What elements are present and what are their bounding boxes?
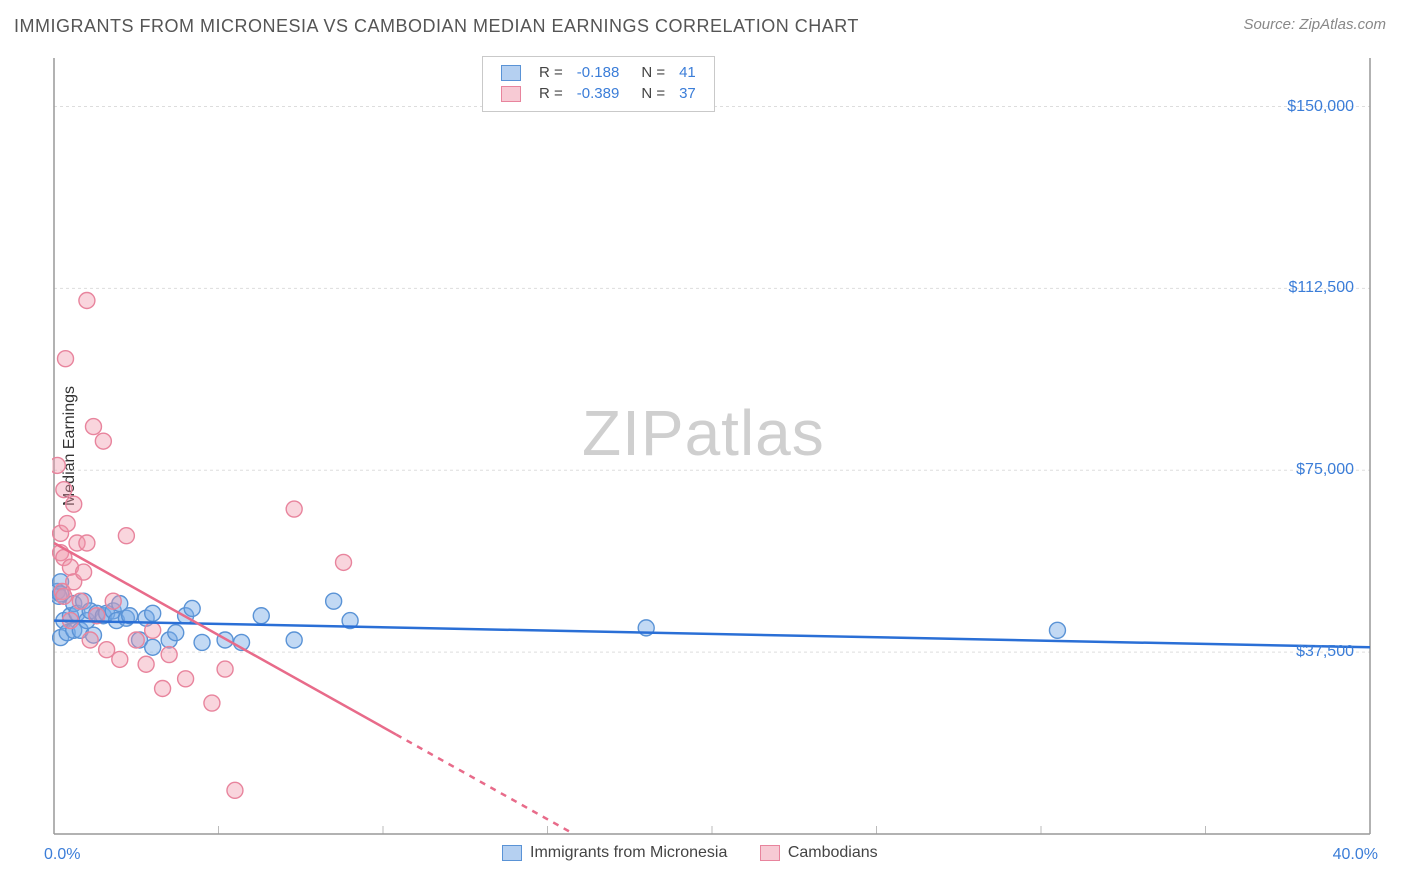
correlation-legend: R = -0.188 N = 41 R = -0.389 N = 37 bbox=[482, 56, 715, 112]
r-label: R = bbox=[539, 85, 563, 102]
n-value-micronesia: 41 bbox=[673, 63, 702, 82]
correlation-legend-table: R = -0.188 N = 41 R = -0.389 N = 37 bbox=[493, 61, 704, 105]
y-tick-label: $112,500 bbox=[1288, 279, 1354, 297]
legend-item-micronesia: Immigrants from Micronesia bbox=[502, 844, 727, 862]
legend-swatch-micronesia bbox=[501, 65, 521, 81]
legend-swatch-micronesia bbox=[502, 845, 522, 861]
legend-swatch-cambodians bbox=[760, 845, 780, 861]
y-tick-label: $150,000 bbox=[1287, 98, 1354, 116]
r-value-cambodians: -0.389 bbox=[571, 84, 626, 103]
legend-label-micronesia: Immigrants from Micronesia bbox=[530, 844, 727, 862]
r-value-micronesia: -0.188 bbox=[571, 63, 626, 82]
y-tick-label: $37,500 bbox=[1296, 643, 1354, 661]
legend-row-micronesia: R = -0.188 N = 41 bbox=[495, 63, 702, 82]
n-label: N = bbox=[641, 64, 665, 81]
scatter-plot-svg bbox=[52, 56, 1372, 836]
r-label: R = bbox=[539, 64, 563, 81]
series-legend: Immigrants from Micronesia Cambodians bbox=[502, 844, 906, 866]
source-attribution: Source: ZipAtlas.com bbox=[1243, 16, 1386, 33]
y-tick-label: $75,000 bbox=[1296, 461, 1354, 479]
x-axis-min-label: 0.0% bbox=[44, 846, 80, 864]
legend-row-cambodians: R = -0.389 N = 37 bbox=[495, 84, 702, 103]
x-axis-max-label: 40.0% bbox=[1333, 846, 1378, 864]
chart-container: IMMIGRANTS FROM MICRONESIA VS CAMBODIAN … bbox=[0, 0, 1406, 892]
plot-area: ZIPatlas $37,500$75,000$112,500$150,000 … bbox=[52, 56, 1372, 836]
legend-label-cambodians: Cambodians bbox=[788, 844, 878, 862]
chart-title: IMMIGRANTS FROM MICRONESIA VS CAMBODIAN … bbox=[14, 16, 859, 37]
legend-swatch-cambodians bbox=[501, 86, 521, 102]
legend-item-cambodians: Cambodians bbox=[760, 844, 878, 862]
n-value-cambodians: 37 bbox=[673, 84, 702, 103]
n-label: N = bbox=[641, 85, 665, 102]
